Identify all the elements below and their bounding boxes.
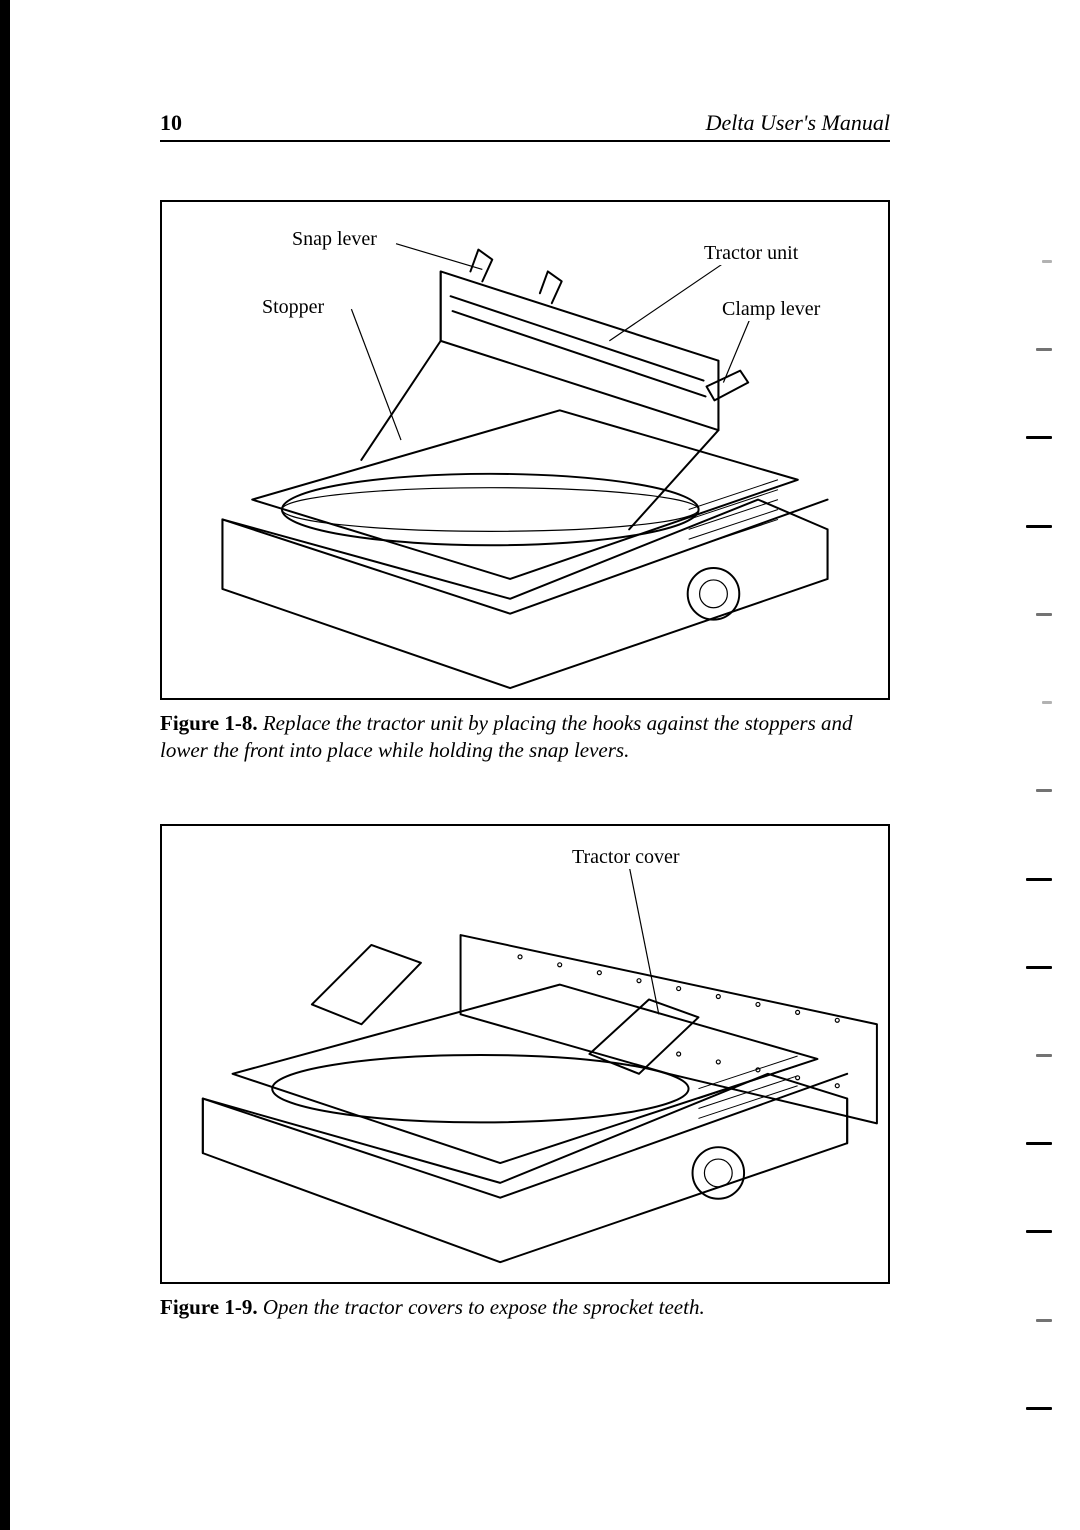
caption-body: Open the tractor covers to expose the sp…: [263, 1295, 705, 1319]
figure-1-9-caption: Figure 1-9. Open the tractor covers to e…: [160, 1294, 890, 1321]
figure-1-8: Snap lever Stopper Tractor unit Clamp le…: [160, 200, 890, 700]
callout-tractor-unit: Tractor unit: [704, 242, 798, 265]
figure-1-8-caption: Figure 1-8. Replace the tractor unit by …: [160, 710, 890, 764]
page-edge-marks: [1026, 260, 1052, 1410]
caption-lead: Figure 1-9.: [160, 1295, 258, 1319]
callout-snap-lever: Snap lever: [292, 228, 377, 251]
page-content: 10 Delta User's Manual: [160, 110, 890, 1342]
callout-clamp-lever: Clamp lever: [722, 298, 820, 321]
scan-edge-artifact: [0, 0, 10, 1530]
callout-tractor-cover: Tractor cover: [572, 846, 680, 869]
running-title: Delta User's Manual: [706, 110, 890, 136]
page: 10 Delta User's Manual: [0, 0, 1080, 1530]
caption-body: Replace the tractor unit by placing the …: [160, 711, 853, 762]
figure-1-9: Tractor cover: [160, 824, 890, 1284]
caption-lead: Figure 1-8.: [160, 711, 258, 735]
page-number: 10: [160, 110, 182, 136]
running-head: 10 Delta User's Manual: [160, 110, 890, 142]
figure-1-9-illustration: [162, 826, 888, 1282]
figure-1-8-illustration: [162, 202, 888, 698]
callout-stopper: Stopper: [262, 296, 324, 319]
